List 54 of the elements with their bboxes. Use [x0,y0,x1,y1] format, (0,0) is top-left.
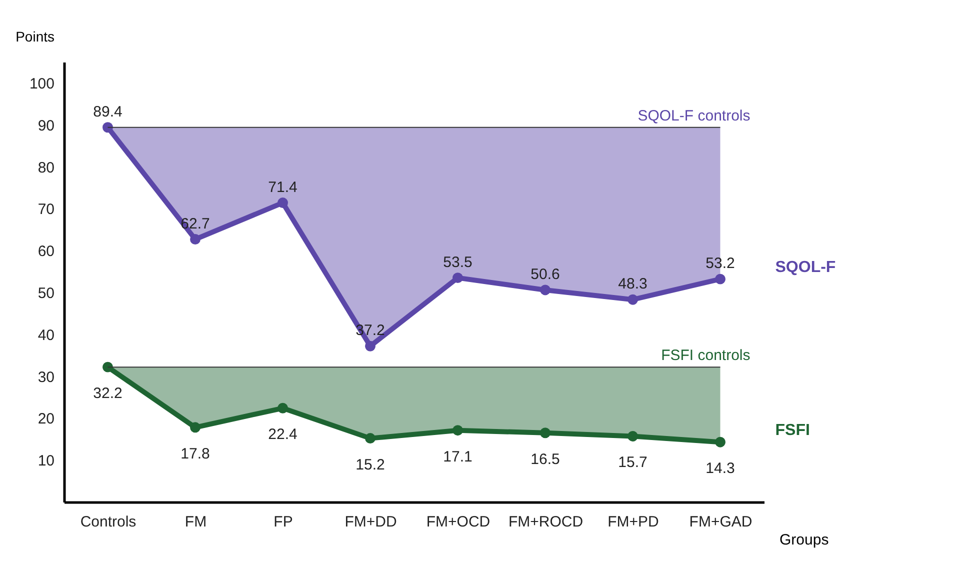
point [628,294,638,305]
x-tick-label: FM [184,514,207,530]
point [715,274,726,284]
ref-line-label: FSFI controls [661,347,750,364]
data-label: 32.2 [93,385,122,402]
text: FSFI [775,422,810,440]
point [452,272,463,284]
y-tick-label: 70 [38,201,54,218]
y-tick-label: 90 [38,117,54,134]
point [278,198,288,208]
data-label: 16.5 [530,450,560,468]
point [715,436,726,448]
point [365,433,376,444]
point [628,430,638,442]
data-label: 17.1 [443,448,472,466]
y-tick-label: 80 [38,159,54,176]
data-label: 53.5 [443,254,472,271]
y-axis-title: Points [16,28,54,44]
x-tick-label: FM+DD [344,514,397,530]
point [540,428,550,438]
point [190,422,200,433]
data-label: 71.4 [268,178,298,196]
x-tick-label: FM+ROCD [508,514,584,530]
data-label: 22.4 [268,426,298,444]
x-tick-label: FM+OCD [426,514,490,530]
point [278,402,288,414]
y-tick-label: 20 [38,410,54,428]
x-axis-title: Groups [780,532,829,548]
data-label: 14.3 [706,460,735,478]
y-tick-label: 30 [38,368,54,386]
x-tick-label: FM+PD [608,514,660,530]
y-tick-label: 50 [38,284,54,302]
y-tick-label: 60 [38,243,54,260]
x-tick-label: Controls [80,514,136,530]
data-label: 15.7 [618,454,648,472]
point [365,340,376,352]
x-tick-label: FM+GAD [689,514,752,530]
data-label: 89.4 [93,103,122,120]
x-tick-label: FP [274,514,293,530]
data-label: 53.2 [706,255,735,272]
y-tick-label: 40 [38,326,54,344]
point [540,284,550,296]
y-tick-label: 10 [38,452,54,470]
data-label: 48.3 [618,276,648,293]
point [102,122,113,133]
data-label: 50.6 [530,266,560,283]
point [452,425,463,436]
data-label: 17.8 [180,445,210,462]
y-tick-label: 100 [29,75,54,92]
ref-line-label: SQOL-F controls [638,107,750,124]
text: SQOL-F [775,259,836,276]
point [102,362,113,372]
data-label: 15.2 [356,456,385,474]
point [190,234,200,244]
